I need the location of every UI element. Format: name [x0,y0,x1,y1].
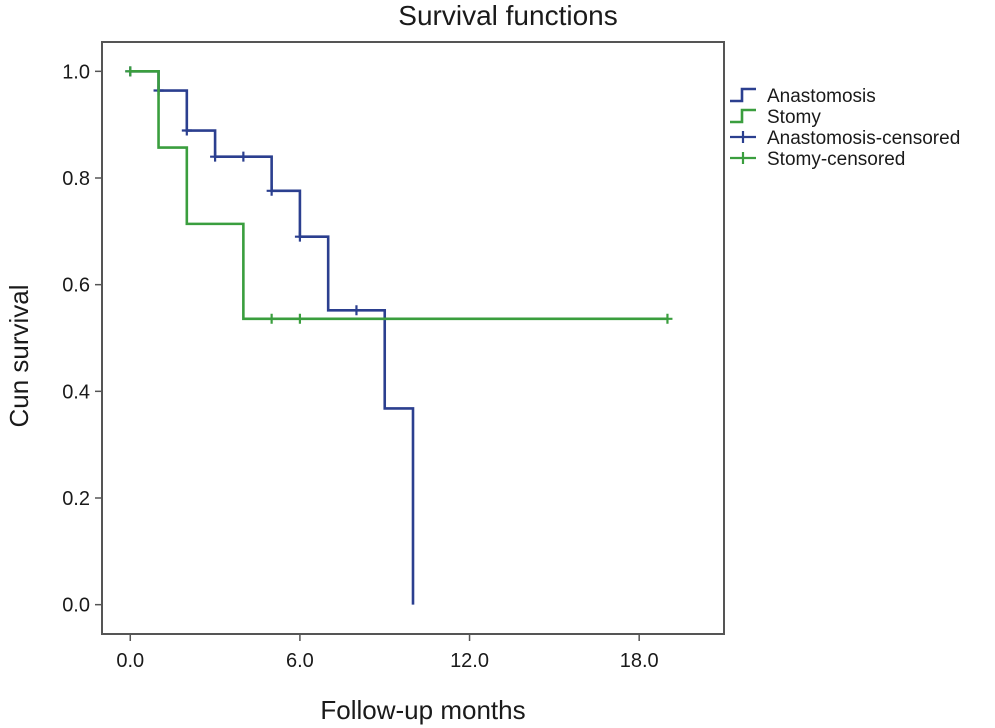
censor-mark-anastomosis [351,305,362,316]
x-tick-label: 6.0 [286,650,314,672]
censor-mark-stomy [266,313,277,324]
legend-swatch-censor [730,131,756,143]
legend-label: Anastomosis-censored [767,128,960,149]
y-axis: 0.0 0.2 0.4 0.6 0.8 1.0 [62,61,102,617]
legend-swatch-line [730,87,756,103]
x-tick-label: 18.0 [620,650,659,672]
plot-frame [101,41,725,635]
legend-swatch-line [730,108,756,124]
x-tick-label: 12.0 [450,650,489,672]
censor-mark-anastomosis [210,151,221,162]
legend: AnastomosisStomyAnastomosis-censoredStom… [730,86,960,170]
survival-line-stomy [130,70,668,321]
censor-mark-anastomosis [294,231,305,242]
y-tick-label: 0.2 [62,488,90,510]
y-axis-label: Cun survival [4,284,34,427]
legend-label: Stomy-censored [767,149,905,170]
y-tick-label: 0.6 [62,275,90,297]
x-axis-label: Follow-up months [320,695,525,725]
x-axis: 0.0 6.0 12.0 18.0 [116,634,659,672]
censor-mark-anastomosis [266,185,277,196]
series-layer [125,66,673,605]
censor-mark-anastomosis [181,125,192,136]
survival-line-anastomosis [130,70,415,605]
chart-title: Survival functions [398,0,617,31]
legend-label: Stomy [767,107,821,128]
y-tick-label: 0.0 [62,595,90,617]
y-tick-label: 1.0 [62,61,90,83]
x-tick-label: 0.0 [116,650,144,672]
censor-mark-stomy [125,66,136,77]
y-tick-label: 0.8 [62,168,90,190]
censor-mark-stomy [662,313,673,324]
legend-swatch-censor [730,152,756,164]
y-tick-label: 0.4 [62,381,90,403]
censor-mark-stomy [294,313,305,324]
censor-mark-anastomosis [238,151,249,162]
legend-label: Anastomosis [767,86,876,107]
